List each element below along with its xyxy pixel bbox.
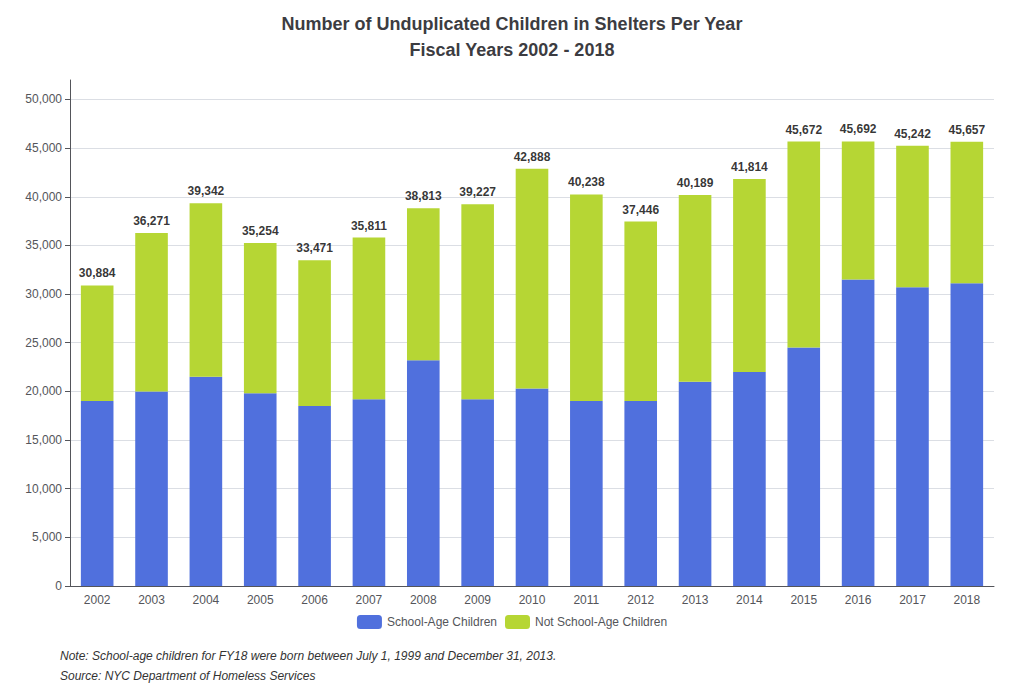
- svg-text:2016: 2016: [845, 593, 872, 607]
- svg-text:2006: 2006: [301, 593, 328, 607]
- svg-text:2011: 2011: [573, 593, 599, 607]
- svg-text:2017: 2017: [899, 593, 926, 607]
- svg-text:2005: 2005: [247, 593, 274, 607]
- svg-text:20,000: 20,000: [25, 384, 62, 398]
- svg-text:2010: 2010: [519, 593, 546, 607]
- svg-text:0: 0: [55, 579, 62, 593]
- svg-text:40,189: 40,189: [677, 176, 714, 190]
- svg-text:2003: 2003: [138, 593, 165, 607]
- svg-text:2012: 2012: [627, 593, 654, 607]
- svg-text:45,692: 45,692: [840, 122, 877, 136]
- svg-text:45,672: 45,672: [785, 123, 822, 137]
- svg-text:Fiscal Years 2002 - 2018: Fiscal Years 2002 - 2018: [410, 40, 615, 60]
- svg-text:39,227: 39,227: [459, 185, 496, 199]
- svg-text:35,254: 35,254: [242, 224, 279, 238]
- svg-text:45,657: 45,657: [948, 123, 985, 137]
- svg-text:39,342: 39,342: [188, 184, 225, 198]
- svg-text:Source: NYC Department of Home: Source: NYC Department of Homeless Servi…: [60, 669, 315, 683]
- svg-text:33,471: 33,471: [296, 241, 333, 255]
- svg-text:2009: 2009: [464, 593, 491, 607]
- svg-text:2008: 2008: [410, 593, 437, 607]
- svg-text:Number of Unduplicated Childre: Number of Unduplicated Children in Shelt…: [282, 14, 743, 34]
- svg-text:10,000: 10,000: [25, 482, 62, 496]
- svg-text:45,242: 45,242: [894, 127, 931, 141]
- svg-text:Note: School-age children for: Note: School-age children for FY18 were …: [60, 649, 556, 663]
- svg-text:30,884: 30,884: [79, 266, 116, 280]
- svg-text:2015: 2015: [790, 593, 817, 607]
- svg-text:38,813: 38,813: [405, 189, 442, 203]
- svg-text:45,000: 45,000: [25, 141, 62, 155]
- svg-text:40,000: 40,000: [25, 190, 62, 204]
- svg-text:42,888: 42,888: [514, 150, 551, 164]
- svg-text:35,811: 35,811: [351, 219, 387, 233]
- svg-text:5,000: 5,000: [32, 530, 62, 544]
- svg-text:2007: 2007: [356, 593, 383, 607]
- svg-text:2018: 2018: [953, 593, 980, 607]
- svg-text:2002: 2002: [84, 593, 111, 607]
- svg-text:Not School-Age Children: Not School-Age Children: [535, 615, 667, 629]
- svg-text:30,000: 30,000: [25, 287, 62, 301]
- svg-text:2013: 2013: [682, 593, 709, 607]
- svg-text:40,238: 40,238: [568, 175, 605, 189]
- svg-text:35,000: 35,000: [25, 238, 62, 252]
- svg-text:50,000: 50,000: [25, 92, 62, 106]
- svg-text:2014: 2014: [736, 593, 763, 607]
- svg-text:2004: 2004: [193, 593, 220, 607]
- svg-text:37,446: 37,446: [622, 203, 659, 217]
- svg-text:School-Age Children: School-Age Children: [387, 615, 497, 629]
- svg-text:41,814: 41,814: [731, 160, 768, 174]
- svg-text:36,271: 36,271: [133, 214, 170, 228]
- svg-text:25,000: 25,000: [25, 336, 62, 350]
- svg-text:15,000: 15,000: [25, 433, 62, 447]
